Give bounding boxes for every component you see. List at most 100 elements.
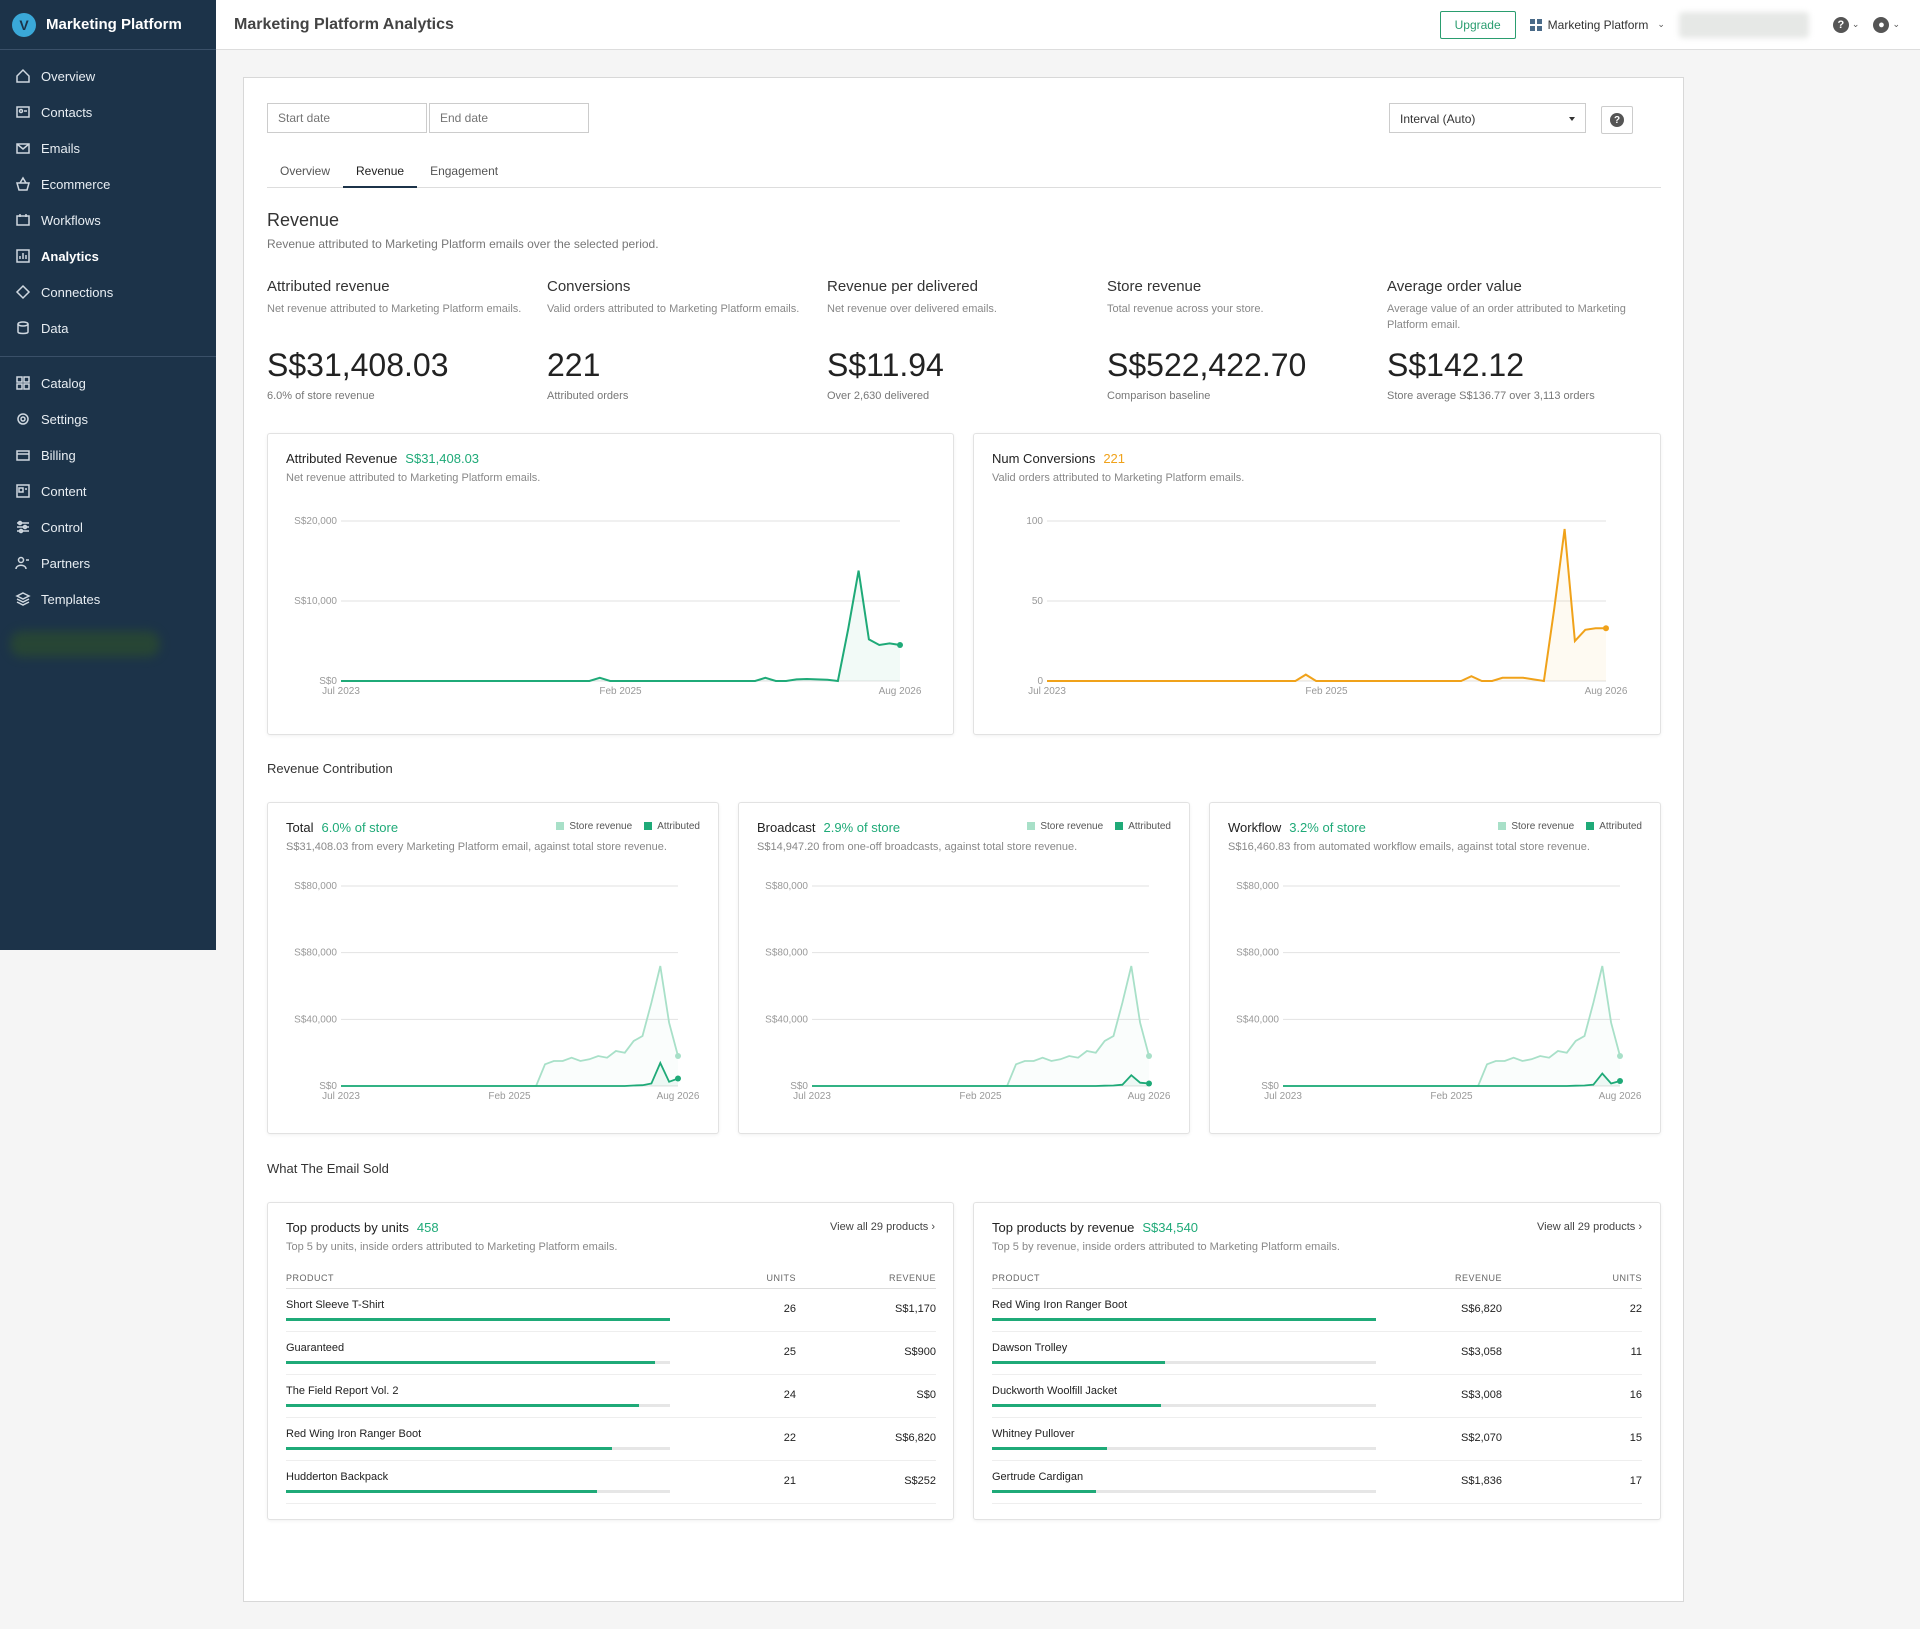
card-title: Top products by revenue (992, 1220, 1135, 1235)
analytics-icon (16, 249, 30, 263)
table-row: Hudderton Backpack 21 S$252 (286, 1460, 936, 1504)
logo-icon: V (12, 12, 36, 37)
help-menu[interactable]: ? ⌄ (1832, 16, 1859, 33)
y-tick-label: S$40,000 (1236, 1014, 1279, 1025)
legend-store: Store revenue (1511, 821, 1575, 832)
product-name: Short Sleeve T-Shirt (286, 1298, 385, 1311)
sidebar-item-label: Templates (41, 591, 101, 607)
sidebar-item-settings[interactable]: Settings (0, 401, 216, 437)
card-accent: S$31,408.03 (405, 451, 480, 466)
units-cell: 21 (676, 1460, 796, 1504)
what-email-sold-title: What The Email Sold (267, 1161, 389, 1176)
home-icon (16, 68, 30, 83)
user-menu[interactable]: ● ⌄ (1873, 16, 1900, 33)
product-cell: Red Wing Iron Ranger Boot (286, 1417, 676, 1461)
y-tick-label: S$80,000 (294, 948, 337, 959)
y-tick-label: S$40,000 (765, 1014, 808, 1025)
kpi-desc: Net revenue attributed to Marketing Plat… (267, 303, 522, 315)
series-line (1283, 1072, 1621, 1087)
sidebar-item-overview[interactable]: Overview (0, 58, 216, 94)
y-tick-label: S$40,000 (294, 1014, 337, 1025)
sidebar-item-workflows[interactable]: Workflows (0, 202, 216, 238)
table-row: Red Wing Iron Ranger Boot 22 S$6,820 (286, 1417, 936, 1461)
brand[interactable]: V Marketing Platform (0, 0, 216, 50)
x-tick-label: Aug 2026 (1599, 1091, 1642, 1102)
sidebar-item-connections[interactable]: Connections (0, 274, 216, 310)
num-conversions-card: Num Conversions 221 Valid orders attribut… (973, 433, 1661, 735)
kpi-store-revenue: Store revenue Total revenue across your s… (1107, 278, 1387, 402)
view-all-link[interactable]: View all 29 products › (1537, 1221, 1642, 1233)
start-date-input[interactable] (267, 103, 427, 133)
tab-engagement[interactable]: Engagement (430, 164, 499, 178)
tab-overview[interactable]: Overview (280, 164, 331, 178)
view-all-link[interactable]: View all 29 products › (830, 1221, 935, 1233)
units-cell: 15 (1502, 1417, 1642, 1461)
product-cell: Hudderton Backpack (286, 1460, 676, 1504)
sidebar-item-label: Data (41, 320, 69, 336)
sidebar-item-ecommerce[interactable]: Ecommerce (0, 166, 216, 202)
sidebar-item-catalog[interactable]: Catalog (0, 365, 216, 401)
sidebar-item-templates[interactable]: Templates (0, 581, 216, 617)
product-cell: Short Sleeve T-Shirt (286, 1288, 676, 1332)
platform-label: Marketing Platform (1547, 17, 1649, 32)
platform-selector[interactable]: Marketing Platform ⌄ (1529, 17, 1665, 32)
legend: Store revenue Attributed (1027, 821, 1171, 832)
kpi-note: Attributed orders (547, 390, 629, 402)
revenue-cell: S$6,820 (1382, 1288, 1502, 1332)
kpi-title: Conversions (547, 278, 631, 295)
revenue-cell: S$252 (796, 1460, 936, 1504)
col-revenue: REVENUE (1382, 1268, 1502, 1289)
sidebar-item-content[interactable]: Content (0, 473, 216, 509)
last-point (1603, 625, 1609, 632)
sidebar-item-contacts[interactable]: Contacts (0, 94, 216, 130)
x-tick-label: Aug 2026 (1585, 686, 1628, 697)
revenue-cell: S$900 (796, 1331, 936, 1375)
share-bar (992, 1446, 1376, 1450)
help-icon: ? (1610, 113, 1624, 127)
card-subtitle: Valid orders attributed to Marketing Pla… (992, 472, 1245, 484)
chevron-down-icon: ⌄ (1657, 19, 1665, 29)
sidebar-item-control[interactable]: Control (0, 509, 216, 545)
units-cell: 24 (676, 1374, 796, 1418)
y-tick-label: S$80,000 (765, 948, 808, 959)
units-cell: 26 (676, 1288, 796, 1332)
sidebar-item-partners[interactable]: Partners (0, 545, 216, 581)
product-name: Guaranteed (286, 1341, 345, 1354)
revenue-contribution-title: Revenue Contribution (267, 761, 393, 776)
num-conversions-chart: 0 50 100 Jul 2023 Feb 2025 Aug 2026 (1026, 516, 1628, 697)
sidebar-item-label: Workflows (41, 212, 101, 228)
col-units: UNITS (1502, 1268, 1642, 1289)
help-button[interactable]: ? (1601, 106, 1633, 134)
product-name: Red Wing Iron Ranger Boot (992, 1298, 1128, 1311)
tabs: Overview Revenue Engagement (267, 156, 1661, 188)
table-row: Gertrude Cardigan S$1,836 17 (992, 1460, 1642, 1504)
broadcast-contribution-chart: S$0 S$40,000 S$80,000 S$80,000 Jul 2023 Feb 2… (765, 881, 1171, 1102)
sidebar-item-billing[interactable]: Billing (0, 437, 216, 473)
sidebar-item-label: Settings (41, 411, 88, 427)
top-revenue-table: PRODUCT REVENUE UNITS Red Wing Iron Rang… (992, 1268, 1642, 1504)
card-icon (16, 450, 30, 461)
upgrade-button[interactable]: Upgrade (1439, 10, 1516, 39)
end-date-input[interactable] (429, 103, 589, 133)
col-product: PRODUCT (992, 1268, 1382, 1289)
product-cell: Dawson Trolley (992, 1331, 1382, 1375)
kpi-title: Store revenue (1107, 278, 1202, 295)
card-accent: 221 (1103, 451, 1126, 466)
kpi-value: 221 (547, 347, 601, 383)
sidebar-item-analytics[interactable]: Analytics (0, 238, 216, 274)
tab-revenue[interactable]: Revenue (343, 156, 418, 188)
x-tick-label: Feb 2025 (959, 1091, 1002, 1102)
broadcast-contribution-card: Broadcast 2.9% of store Store revenue Attr… (738, 802, 1190, 1134)
sidebar-item-emails[interactable]: Emails (0, 130, 216, 166)
kpi-note: Comparison baseline (1107, 390, 1211, 402)
card-accent: 2.9% of store (823, 820, 901, 835)
series-line (341, 570, 901, 683)
sidebar-item-data[interactable]: Data (0, 310, 216, 346)
product-name: Dawson Trolley (992, 1341, 1068, 1354)
revenue-cell: S$0 (796, 1374, 936, 1418)
database-icon (17, 321, 29, 335)
kpi-title: Revenue per delivered (827, 278, 978, 295)
interval-select[interactable]: Interval (Auto) (1389, 103, 1586, 133)
kpi-revenue-per-delivered: Revenue per delivered Net revenue over de… (827, 278, 1107, 402)
series-area (341, 966, 678, 1086)
